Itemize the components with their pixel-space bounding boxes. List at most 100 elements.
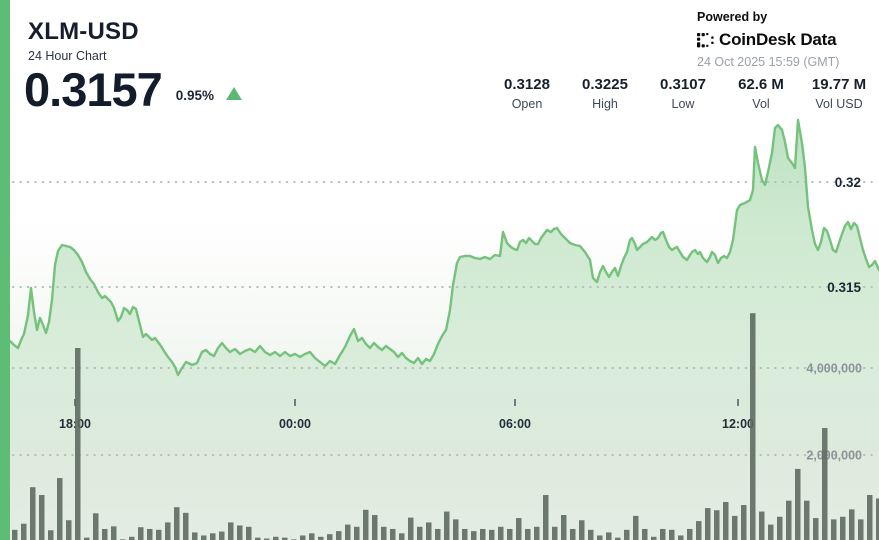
- volume-bar: [570, 528, 576, 540]
- volume-bar: [147, 528, 153, 540]
- volume-bar: [192, 532, 198, 540]
- stat-value: 19.77 M: [811, 76, 867, 93]
- volume-bar: [354, 526, 360, 540]
- coindesk-logo-icon: [697, 32, 714, 48]
- brand-name: CoinDesk Data: [719, 30, 837, 49]
- volume-bar: [876, 498, 879, 540]
- volume-bar: [435, 528, 441, 540]
- stat-open: 0.3128 Open: [488, 76, 566, 111]
- timestamp: 24 Oct 2025 15:59 (GMT): [697, 55, 840, 69]
- price-area-fill: [10, 120, 879, 540]
- time-axis-label: 00:00: [279, 417, 311, 431]
- volume-bar: [498, 526, 504, 540]
- volume-bar: [75, 347, 81, 540]
- volume-bar: [93, 513, 99, 540]
- volume-bar: [453, 519, 459, 540]
- volume-bar: [30, 487, 36, 540]
- volume-bar: [381, 526, 387, 540]
- volume-bar: [219, 531, 225, 540]
- price-axis-label: 0.315: [827, 280, 861, 295]
- stat-value: 0.3128: [504, 76, 550, 93]
- volume-bar: [282, 537, 288, 540]
- volume-bar: [804, 500, 810, 540]
- volume-bar: [552, 526, 558, 540]
- volume-bar: [417, 526, 423, 540]
- volume-bar: [606, 532, 612, 540]
- volume-bar: [858, 519, 864, 540]
- volume-bar: [660, 528, 666, 540]
- volume-bar: [66, 520, 72, 540]
- volume-bar: [21, 523, 27, 540]
- volume-bar: [363, 509, 369, 540]
- volume-bar: [543, 495, 549, 540]
- stat-label: Vol: [752, 97, 770, 111]
- stat-value: 62.6 M: [738, 76, 784, 93]
- header-left: XLM-USD 24 Hour Chart: [28, 18, 139, 63]
- volume-bar: [687, 528, 693, 540]
- volume-bar: [318, 536, 324, 540]
- volume-bar: [273, 536, 279, 540]
- volume-bar: [156, 529, 162, 540]
- stat-vol-usd: 19.77 M Vol USD: [800, 76, 878, 111]
- volume-bar: [39, 495, 45, 540]
- pair-title: XLM-USD: [28, 18, 139, 45]
- volume-bar: [201, 535, 207, 540]
- volume-bar: [426, 522, 432, 540]
- volume-bar: [651, 536, 657, 540]
- volume-bar: [84, 537, 90, 540]
- volume-bar: [579, 520, 585, 540]
- stat-label: Low: [671, 97, 695, 111]
- volume-bar: [696, 521, 702, 540]
- volume-bar: [597, 535, 603, 540]
- volume-bar: [534, 526, 540, 540]
- volume-bar: [624, 529, 630, 540]
- volume-bar: [786, 500, 792, 540]
- stats-row: 0.3128 Open 0.3225 High 0.3107 Low 62.6 …: [488, 76, 878, 111]
- stat-vol: 62.6 M Vol: [722, 76, 800, 111]
- volume-bar: [516, 518, 522, 540]
- volume-axis-label: 2,000,000: [806, 449, 862, 463]
- volume-bar: [489, 529, 495, 540]
- price-change-percent: 0.95%: [175, 88, 215, 103]
- stat-high: 0.3225 High: [566, 76, 644, 111]
- volume-bar: [471, 531, 477, 540]
- coindesk-data-link[interactable]: CoinDesk Data: [697, 30, 857, 50]
- volume-bar: [309, 533, 315, 540]
- volume-bar: [714, 510, 720, 540]
- volume-bar: [444, 511, 450, 540]
- chart-subtitle: 24 Hour Chart: [28, 49, 107, 63]
- volume-bar: [732, 515, 738, 540]
- stat-value: 0.3225: [582, 76, 628, 93]
- volume-bar: [183, 512, 189, 540]
- volume-bar: [462, 528, 468, 540]
- volume-bar: [759, 511, 765, 540]
- volume-bar: [12, 529, 18, 540]
- volume-axis-label: 4,000,000: [806, 362, 862, 376]
- volume-bar: [57, 478, 63, 540]
- time-axis-label: 12:00: [722, 417, 754, 431]
- volume-bar: [633, 515, 639, 540]
- volume-bar: [813, 518, 819, 540]
- volume-bar: [741, 505, 747, 540]
- volume-bar: [723, 501, 729, 540]
- volume-bar: [255, 537, 261, 540]
- volume-bar: [246, 526, 252, 540]
- volume-bar: [750, 313, 756, 540]
- volume-bar: [228, 522, 234, 540]
- price-line: [8, 118, 879, 377]
- volume-bar: [111, 526, 117, 540]
- volume-bar: [822, 428, 828, 540]
- stat-value: 0.3107: [660, 76, 706, 93]
- volume-bar: [795, 468, 801, 540]
- volume-bar: [399, 533, 405, 540]
- volume-bar: [840, 516, 846, 540]
- volume-bar: [174, 507, 180, 540]
- volume-bar: [867, 495, 873, 540]
- up-triangle-icon: [226, 87, 243, 100]
- volume-bar: [480, 528, 486, 540]
- volume-bar: [705, 508, 711, 540]
- volume-bar: [237, 525, 243, 540]
- volume-bar: [507, 528, 513, 540]
